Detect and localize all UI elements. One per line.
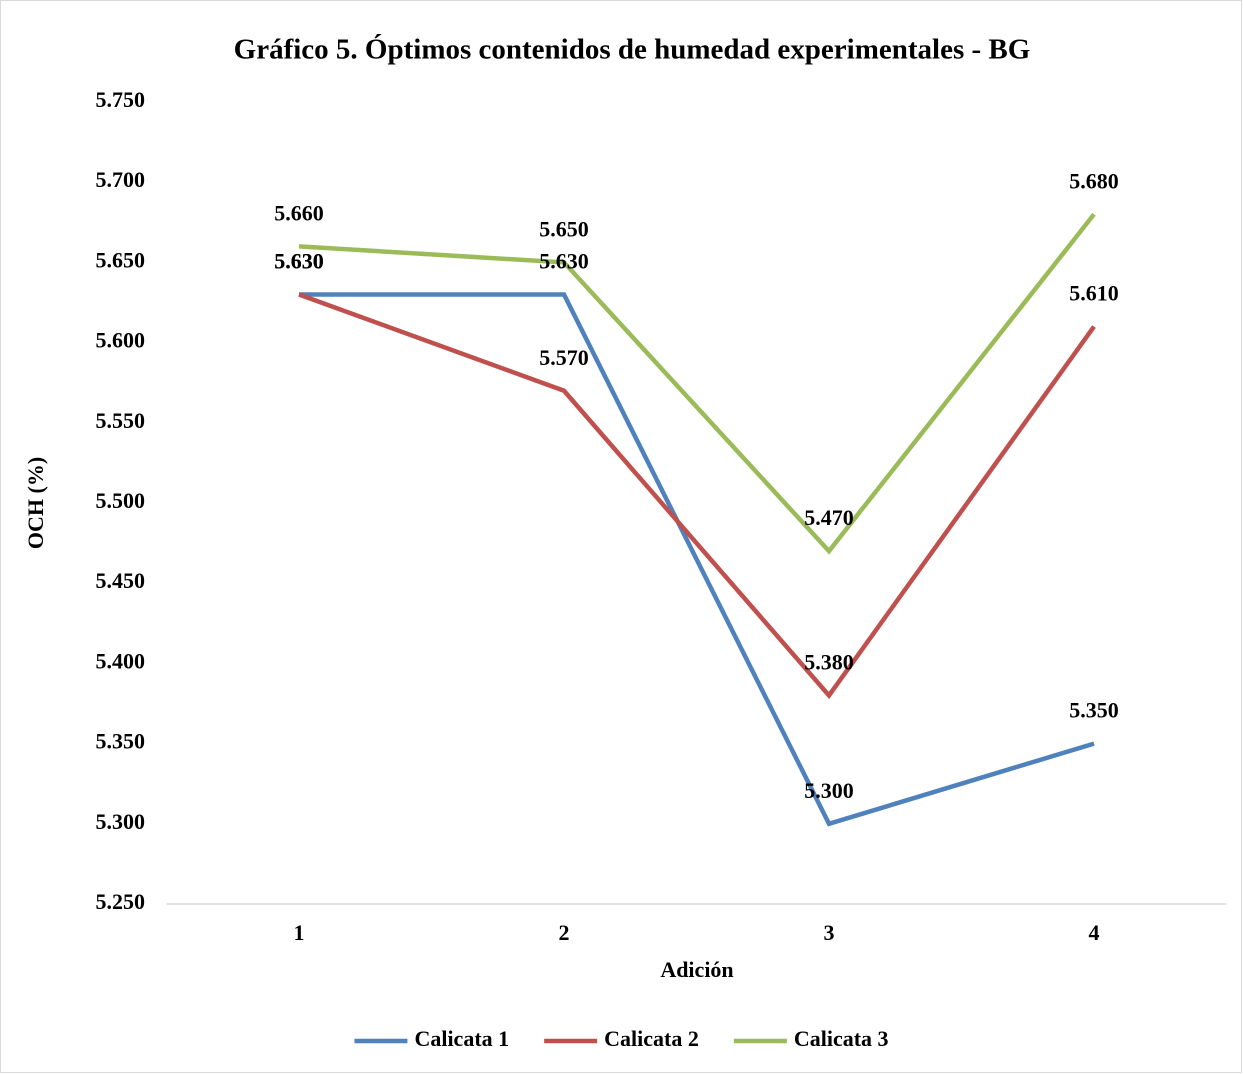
series-line <box>299 292 1095 827</box>
data-label: 5.300 <box>804 778 854 803</box>
legend-label: Calicata 1 <box>414 1026 509 1051</box>
y-axis-label: OCH (%) <box>23 457 48 549</box>
data-label: 5.630 <box>274 249 324 274</box>
y-tick-label: 5.300 <box>96 809 146 834</box>
data-label: 5.630 <box>274 249 324 274</box>
data-label: 5.680 <box>1069 168 1119 193</box>
data-label: 5.610 <box>1069 281 1119 306</box>
y-tick-label: 5.250 <box>96 889 146 914</box>
data-label: 5.630 <box>539 249 589 274</box>
x-tick-label: 3 <box>824 920 835 945</box>
y-tick-label: 5.500 <box>96 488 146 513</box>
series-line <box>298 212 1096 555</box>
x-axis-label: Adición <box>660 957 733 982</box>
data-label: 5.650 <box>539 216 589 241</box>
data-label: 5.350 <box>1069 698 1119 723</box>
y-tick-label: 5.750 <box>96 87 146 112</box>
x-tick-label: 2 <box>559 920 570 945</box>
data-label: 5.470 <box>804 505 854 530</box>
data-label: 5.380 <box>804 650 854 675</box>
x-tick-label: 4 <box>1089 920 1100 945</box>
legend-label: Calicata 2 <box>604 1026 699 1051</box>
y-tick-label: 5.700 <box>96 167 146 192</box>
y-tick-label: 5.450 <box>96 568 146 593</box>
y-tick-label: 5.650 <box>96 247 146 272</box>
y-tick-label: 5.550 <box>96 408 146 433</box>
chart-title: Gráfico 5. Óptimos contenidos de humedad… <box>234 33 1031 66</box>
legend-label: Calicata 3 <box>794 1026 889 1051</box>
y-tick-label: 5.350 <box>96 729 146 754</box>
y-tick-label: 5.600 <box>96 328 146 353</box>
x-tick-label: 1 <box>294 920 305 945</box>
data-label: 5.570 <box>539 345 589 370</box>
series-line <box>298 292 1096 700</box>
y-tick-label: 5.400 <box>96 648 146 673</box>
data-label: 5.660 <box>274 200 324 225</box>
